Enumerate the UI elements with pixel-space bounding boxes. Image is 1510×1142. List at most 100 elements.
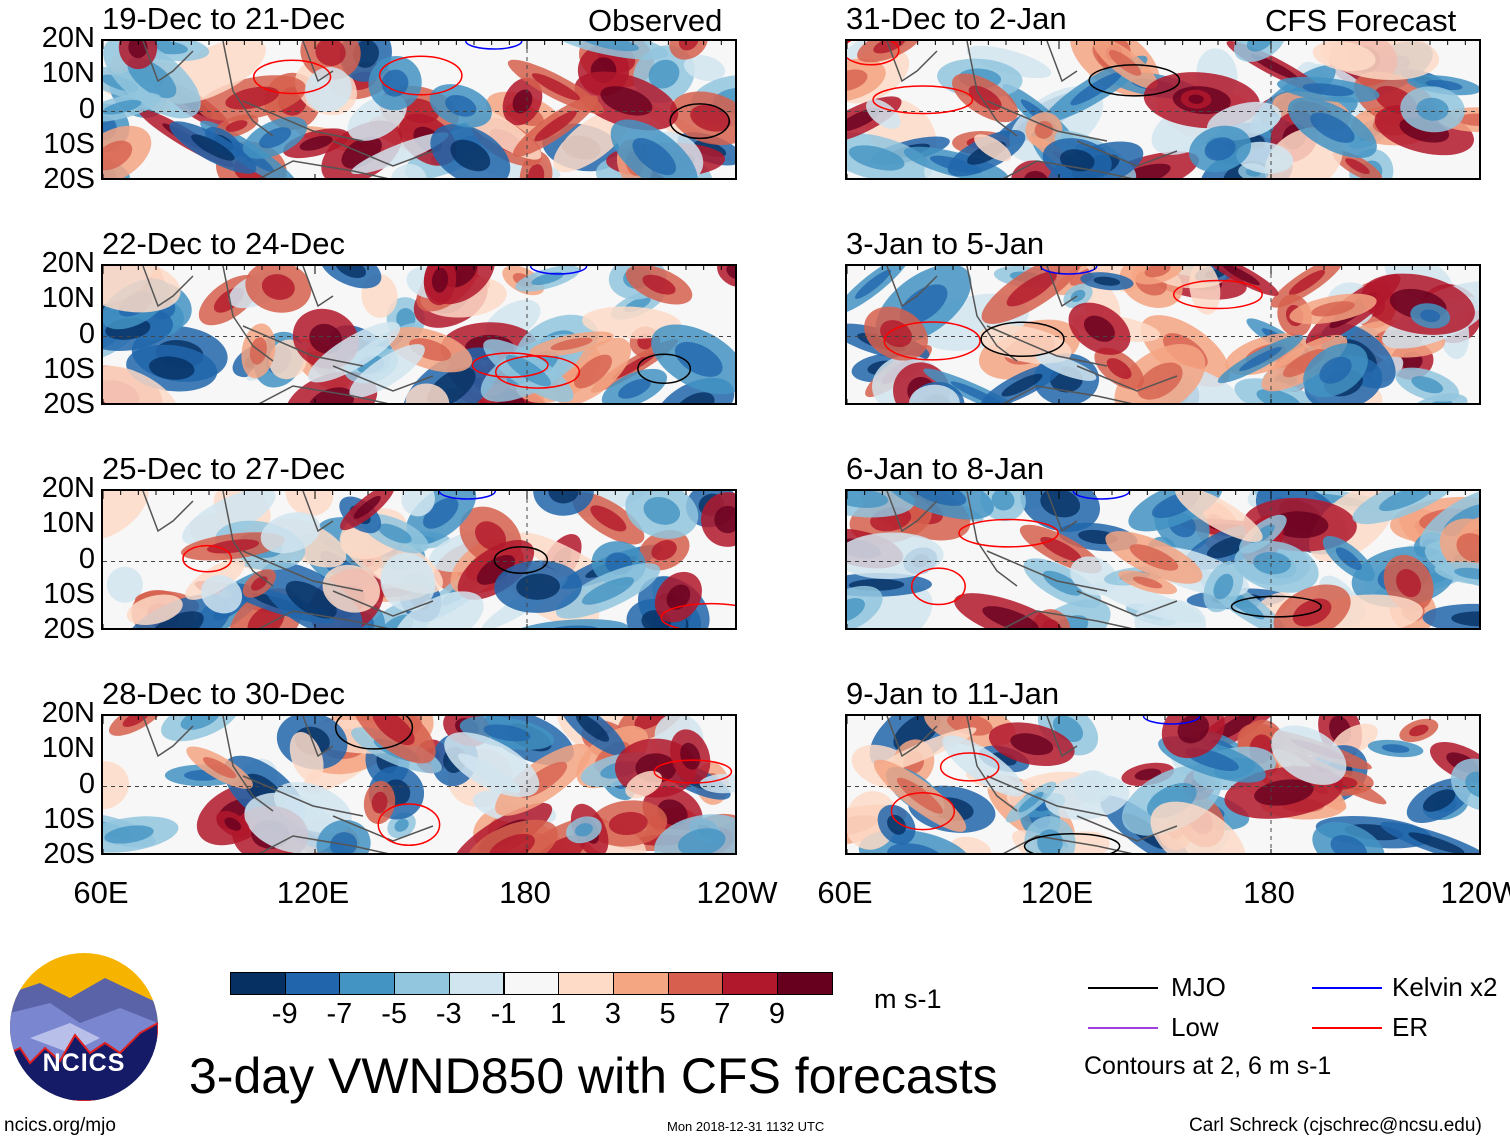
coastline bbox=[142, 716, 434, 853]
anomaly-shade bbox=[553, 107, 632, 173]
anomaly-shade bbox=[880, 320, 912, 348]
anomaly-shade bbox=[717, 266, 735, 288]
anomaly-shade bbox=[1023, 170, 1049, 178]
anomaly-shade bbox=[1311, 301, 1355, 317]
anomaly-shade bbox=[608, 811, 648, 836]
lon-tick-label: 120E bbox=[276, 875, 350, 910]
anomaly-shade bbox=[1189, 266, 1221, 315]
anomaly-shade bbox=[371, 791, 388, 814]
observed-label: Observed bbox=[588, 3, 723, 38]
anomaly-shade bbox=[632, 138, 677, 176]
anomaly-shade bbox=[1381, 744, 1410, 753]
lat-tick-label: 20N bbox=[41, 472, 95, 504]
anomaly-shade bbox=[444, 732, 540, 797]
lat-tick-label: 10N bbox=[41, 507, 95, 540]
anomaly-shade bbox=[103, 266, 181, 313]
map-panel bbox=[101, 714, 737, 855]
anomaly-shade bbox=[1040, 536, 1082, 562]
lon-tick-label: 120W bbox=[1440, 875, 1510, 910]
forecast-label: CFS Forecast bbox=[1265, 3, 1457, 38]
colorbar-swatch bbox=[339, 972, 396, 995]
anomaly-shade bbox=[353, 495, 381, 519]
anomaly-shade bbox=[1001, 373, 1043, 397]
kelvin-contour bbox=[465, 41, 523, 50]
anomaly-shade bbox=[1254, 779, 1314, 806]
anomaly-shade bbox=[847, 532, 944, 580]
anomaly-shade bbox=[580, 41, 640, 52]
anomaly-shade bbox=[122, 716, 151, 727]
anomaly-shade bbox=[505, 354, 551, 387]
map-panel bbox=[101, 264, 737, 405]
anomaly-shade bbox=[349, 344, 425, 398]
anomaly-shade bbox=[126, 594, 183, 626]
anomaly-shade bbox=[674, 392, 715, 403]
anomaly-shade bbox=[1043, 615, 1089, 628]
lat-tick-label: 10N bbox=[41, 732, 95, 765]
wave-contour bbox=[471, 352, 549, 378]
footer-url[interactable]: ncics.org/mjo bbox=[4, 1115, 116, 1136]
wave-contour bbox=[980, 321, 1065, 358]
lat-tick-label: 20N bbox=[41, 22, 95, 54]
colorbar-tick-label: 1 bbox=[550, 998, 567, 1030]
anomaly-shade bbox=[1335, 547, 1362, 571]
anomaly-shade bbox=[104, 825, 154, 844]
anomaly-shade bbox=[1246, 41, 1273, 52]
anomaly-shade bbox=[405, 383, 450, 403]
anomaly-shade bbox=[666, 584, 691, 610]
anomaly-shade bbox=[1319, 356, 1352, 384]
anomaly-shade bbox=[1034, 121, 1054, 139]
wave-contour bbox=[890, 792, 956, 831]
anomaly-shade bbox=[674, 341, 723, 377]
map-panel bbox=[845, 264, 1481, 405]
wave-contour bbox=[1023, 832, 1121, 853]
anomaly-shade bbox=[642, 274, 676, 295]
anomaly-shade bbox=[714, 505, 735, 534]
wave-contour bbox=[378, 55, 463, 96]
anomaly-shade bbox=[1411, 376, 1444, 394]
lat-tick-label: 20S bbox=[43, 163, 95, 195]
map-panel bbox=[101, 489, 737, 630]
colorbar-swatch bbox=[667, 972, 724, 995]
anomaly-shade bbox=[1320, 41, 1440, 80]
wave-contour bbox=[847, 41, 900, 66]
anomaly-shade bbox=[974, 134, 1012, 162]
anomaly-shade bbox=[394, 818, 409, 832]
anomaly-shade bbox=[1206, 535, 1251, 559]
anomaly-shade bbox=[103, 761, 130, 810]
anomaly-shade bbox=[207, 539, 260, 554]
anomaly-shade bbox=[450, 139, 491, 172]
anomaly-shade bbox=[308, 321, 401, 383]
anomaly-shade bbox=[488, 833, 535, 853]
lat-tick-label: 10N bbox=[41, 282, 95, 315]
anomaly-shade bbox=[574, 823, 593, 837]
lat-tick-label: 20N bbox=[41, 697, 95, 729]
anomaly-shade bbox=[847, 598, 865, 623]
anomaly-shade bbox=[225, 86, 280, 110]
anomaly-shade bbox=[381, 69, 409, 97]
anomaly-shade bbox=[847, 491, 889, 508]
coastline bbox=[886, 716, 1178, 853]
wave-contour bbox=[1172, 279, 1263, 310]
wave-contour bbox=[493, 546, 549, 574]
anomaly-shade bbox=[1083, 315, 1115, 342]
panel-title: 28-Dec to 30-Dec bbox=[102, 676, 345, 711]
anomaly-shade bbox=[475, 521, 507, 551]
colorbar-swatch bbox=[394, 972, 450, 995]
footer-credit: Carl Schreck (cjschrec@ncsu.edu) bbox=[1189, 1115, 1482, 1136]
colorbar-tick-label: -7 bbox=[326, 998, 353, 1030]
anomaly-shade bbox=[1094, 581, 1203, 624]
anomaly-shade bbox=[1175, 491, 1263, 542]
anomaly-shade bbox=[991, 491, 1015, 511]
anomaly-shade bbox=[259, 127, 292, 149]
anomaly-shade bbox=[182, 491, 276, 545]
lat-tick-label: 20S bbox=[43, 613, 95, 645]
colorbar-tick-label: -9 bbox=[271, 998, 298, 1030]
anomaly-shade bbox=[1204, 137, 1236, 161]
anomaly-shade bbox=[1271, 725, 1347, 785]
kelvin-contour bbox=[1072, 491, 1131, 500]
anomaly-shade bbox=[315, 41, 346, 67]
anomaly-shade bbox=[600, 86, 653, 116]
lat-tick-label: 0 bbox=[78, 317, 95, 350]
lat-tick-label: 10S bbox=[43, 127, 95, 160]
wave-contour bbox=[872, 85, 974, 115]
